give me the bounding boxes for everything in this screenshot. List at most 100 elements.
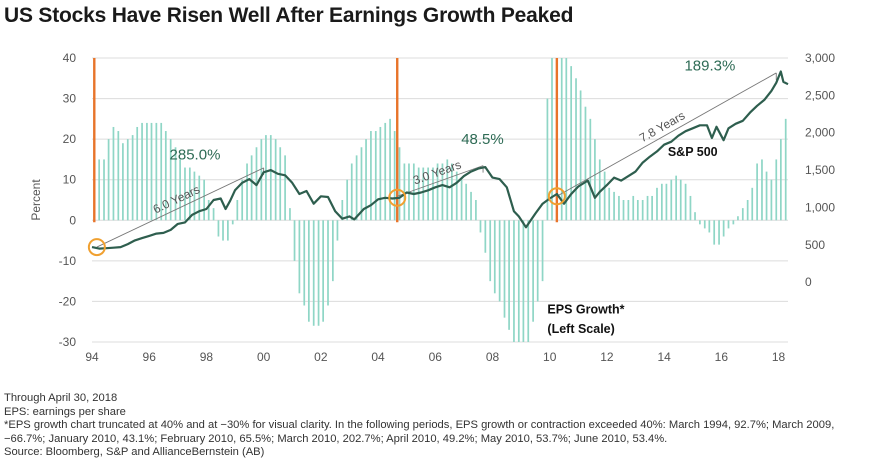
eps-bar xyxy=(632,195,635,221)
eps-bar xyxy=(350,163,353,221)
peak-circle xyxy=(388,188,407,207)
x-tick-label: 14 xyxy=(657,350,671,364)
eps-bar xyxy=(479,220,482,233)
eps-bar xyxy=(164,131,167,221)
eps-bar xyxy=(679,179,682,221)
x-tick-label: 00 xyxy=(257,350,271,364)
eps-bar xyxy=(489,220,492,282)
eps-bar xyxy=(227,220,229,241)
x-tick-label: 18 xyxy=(772,350,786,364)
eps-bar xyxy=(622,200,625,221)
eps-bar xyxy=(498,220,501,302)
eps-bar xyxy=(236,200,239,221)
eps-bar xyxy=(117,131,120,221)
x-tick-label: 10 xyxy=(543,350,557,364)
eps-bar xyxy=(522,220,525,342)
eps-bar xyxy=(779,139,782,221)
eps-bar xyxy=(303,220,306,306)
eps-bar xyxy=(451,163,453,221)
note-through: Through April 30, 2018 xyxy=(4,392,118,404)
eps-bar xyxy=(665,183,668,221)
eps-bar xyxy=(403,163,406,221)
eps-bar xyxy=(332,220,334,282)
eps-bar xyxy=(155,122,158,221)
annotations: 285.0% 48.5% 189.3% S&P 500 EPS Growth* (Left… xyxy=(170,58,736,336)
left-tick-label: -30 xyxy=(59,335,77,349)
eps-bar xyxy=(708,220,711,233)
x-tick-label: 96 xyxy=(143,350,157,364)
eps-bar xyxy=(274,139,277,221)
eps-bar xyxy=(636,200,639,221)
eps-bar xyxy=(513,220,515,342)
eps-bar xyxy=(470,191,472,221)
left-tick-label: 40 xyxy=(63,51,77,65)
eps-bar xyxy=(217,220,220,237)
eps-bar xyxy=(312,220,315,326)
eps-bar xyxy=(322,220,324,322)
eps-bar xyxy=(231,220,234,225)
eps-bar xyxy=(389,118,391,221)
eps-bar xyxy=(756,163,758,221)
eps-bar xyxy=(503,220,506,318)
eps-bar xyxy=(112,126,115,221)
eps-bar xyxy=(770,179,773,221)
eps-bar xyxy=(475,200,477,221)
eps-bar xyxy=(207,200,210,221)
eps-bar xyxy=(465,183,468,221)
eps-bar xyxy=(589,118,592,221)
eps-bar xyxy=(584,106,587,221)
eps-bar xyxy=(656,187,658,221)
eps-bar xyxy=(737,216,739,221)
eps-bar xyxy=(150,122,153,221)
x-tick-label: 94 xyxy=(85,350,99,364)
x-tick-label: 04 xyxy=(371,350,385,364)
eps-bar xyxy=(432,167,434,221)
eps-bar xyxy=(765,171,768,221)
eps-bar xyxy=(784,118,787,221)
peak-circles xyxy=(87,187,566,257)
x-axis-ticks: 94 96 98 00 02 04 06 08 10 12 14 16 18 xyxy=(85,350,785,364)
trend-line xyxy=(556,72,777,197)
eps-bar xyxy=(455,171,458,221)
y-axis-label: Percent xyxy=(29,179,43,221)
eps-bar xyxy=(527,220,530,342)
eps-bar xyxy=(260,139,263,221)
trend-line xyxy=(397,165,484,197)
eps-bar xyxy=(146,122,148,221)
eps-bar xyxy=(675,175,678,221)
eps-bar xyxy=(370,131,372,221)
eps-bar xyxy=(327,220,329,306)
x-tick-label: 02 xyxy=(314,350,328,364)
eps-bar xyxy=(393,131,396,221)
eps-bar xyxy=(203,179,205,221)
note-source: Source: Bloomberg, S&P and AllianceBerns… xyxy=(4,446,265,459)
eps-bar xyxy=(379,126,382,221)
eps-bar xyxy=(722,220,725,237)
eps-bar xyxy=(446,159,449,221)
chart-title: US Stocks Have Risen Well After Earnings… xyxy=(4,4,574,27)
eps-bar xyxy=(298,220,301,294)
eps-bar xyxy=(179,159,181,221)
eps-bar xyxy=(541,220,544,282)
eps-bar xyxy=(365,139,367,221)
eps-bar xyxy=(98,159,101,221)
eps-bar xyxy=(694,212,696,221)
footnotes: Through April 30, 2018 EPS: earnings per… xyxy=(4,392,876,460)
eps-bar xyxy=(641,200,644,221)
eps-bar xyxy=(269,135,272,221)
eps-bar xyxy=(551,58,553,221)
eps-bar xyxy=(136,126,139,221)
left-tick-label: -10 xyxy=(59,254,77,268)
eps-bar xyxy=(699,220,701,225)
eps-bar xyxy=(775,159,778,221)
right-tick-label: 2,000 xyxy=(805,126,835,140)
eps-bar xyxy=(761,159,763,221)
left-tick-label: 10 xyxy=(63,173,77,187)
eps-bar xyxy=(618,195,620,221)
left-tick-label: -20 xyxy=(59,294,77,308)
eps-bar xyxy=(174,147,177,221)
left-tick-label: 0 xyxy=(69,213,76,227)
eps-bar xyxy=(126,139,129,221)
eps-bar xyxy=(493,220,496,294)
eps-bar xyxy=(289,208,291,221)
